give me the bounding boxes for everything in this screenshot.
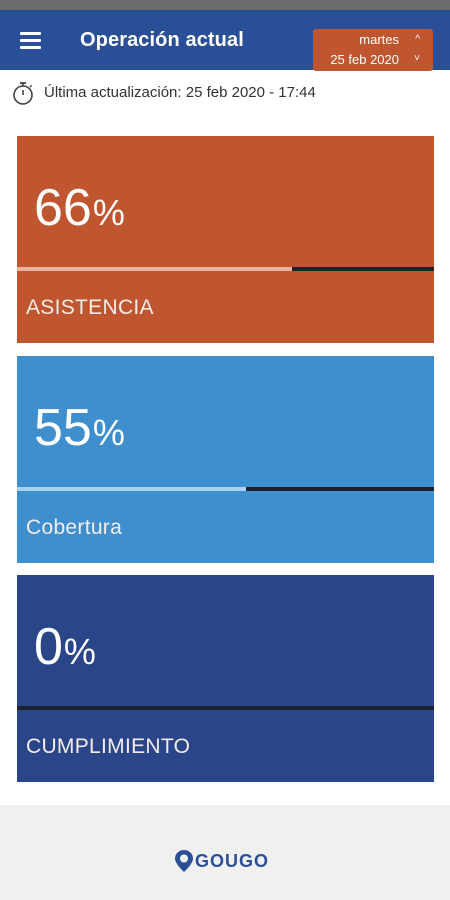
- card-value-number: 0: [34, 618, 63, 676]
- progress-bar-fill: [17, 487, 247, 491]
- menu-icon-line: [20, 39, 41, 42]
- last-update-text: Última actualización: 25 feb 2020 - 17:4…: [44, 84, 316, 101]
- stopwatch-icon: [13, 82, 33, 105]
- location-pin-icon: [175, 850, 193, 872]
- card-cobertura[interactable]: 55% Cobertura: [17, 356, 434, 563]
- card-value-unit: %: [63, 631, 96, 672]
- card-value-unit: %: [92, 412, 125, 453]
- last-update-row: Última actualización: 25 feb 2020 - 17:4…: [0, 73, 450, 113]
- card-label: ASISTENCIA: [26, 296, 154, 319]
- page-title: Operación actual: [80, 29, 244, 51]
- date-day-label: martes: [359, 32, 399, 47]
- progress-bar: [17, 706, 434, 710]
- footer: GOUGO: [0, 805, 450, 900]
- card-value-number: 55: [34, 399, 92, 457]
- progress-bar: [17, 267, 434, 271]
- chevron-down-icon[interactable]: ˅: [414, 53, 420, 64]
- menu-icon-line: [20, 46, 41, 49]
- progress-bar: [17, 487, 434, 491]
- card-label: CUMPLIMIENTO: [26, 735, 191, 758]
- date-value: 25 feb 2020: [330, 52, 399, 67]
- status-bar: [0, 0, 450, 10]
- menu-icon-line: [20, 32, 41, 35]
- card-cumplimiento[interactable]: 0% CUMPLIMIENTO: [17, 575, 434, 782]
- chevron-up-icon[interactable]: ^: [415, 34, 420, 45]
- card-asistencia[interactable]: 66% ASISTENCIA: [17, 136, 434, 343]
- progress-bar-fill: [17, 267, 293, 271]
- card-label: Cobertura: [26, 516, 123, 539]
- card-value-number: 66: [34, 179, 92, 237]
- card-value: 55%: [34, 398, 125, 458]
- gougo-logo: GOUGO: [174, 849, 269, 873]
- logo-text: GOUGO: [195, 850, 270, 871]
- card-value: 0%: [34, 617, 96, 677]
- card-value-unit: %: [92, 192, 125, 233]
- app-bar: Operación actual martes 25 feb 2020 ^ ˅: [0, 10, 450, 71]
- date-selector[interactable]: martes 25 feb 2020 ^ ˅: [313, 29, 433, 71]
- menu-button[interactable]: [14, 25, 46, 55]
- card-value: 66%: [34, 178, 125, 238]
